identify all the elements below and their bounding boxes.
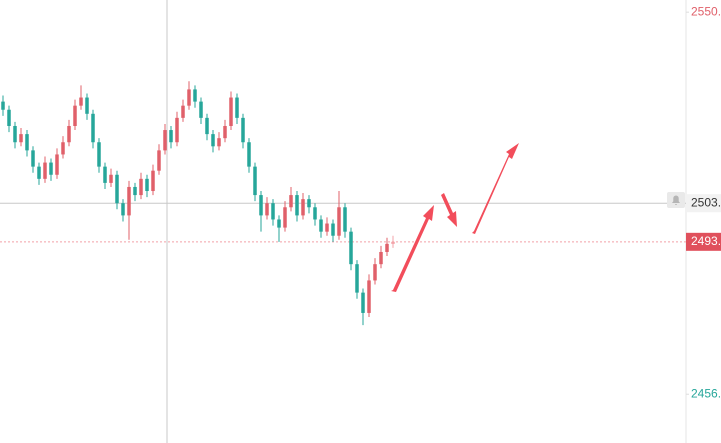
candle-body — [199, 101, 203, 118]
annotation-arrows — [391, 143, 519, 292]
candle-body — [361, 292, 365, 313]
candle-body — [319, 219, 323, 232]
candle-body — [187, 89, 191, 106]
candle-body — [157, 150, 161, 171]
candle-body — [355, 264, 359, 293]
candle-body — [7, 109, 11, 126]
candle-body — [49, 162, 53, 175]
candle-body — [169, 130, 173, 143]
candle-body — [271, 203, 275, 220]
candle-body — [61, 142, 65, 155]
candle-body — [19, 134, 23, 143]
crosshair-price-label: 2503. — [691, 195, 721, 209]
candle-body — [79, 97, 83, 106]
candle-body — [115, 174, 119, 204]
candle-body — [145, 178, 149, 192]
candle-body — [73, 105, 77, 126]
candle-body — [307, 199, 311, 208]
candle-body — [223, 125, 227, 139]
candle-body — [343, 207, 347, 232]
y-tick-label: 2456. — [691, 386, 721, 400]
candle-body — [235, 97, 239, 118]
candle-body — [301, 199, 305, 216]
candle-body — [163, 130, 167, 151]
candle-body — [367, 280, 371, 313]
last-price-label: 2493. — [691, 234, 721, 248]
bell-icon — [672, 195, 680, 205]
arrow — [472, 143, 519, 234]
candle-body — [337, 207, 341, 236]
candle-body — [349, 231, 353, 265]
plot — [0, 81, 686, 326]
candle-body — [283, 207, 287, 228]
candle-body — [121, 203, 125, 216]
last-price-box — [686, 232, 721, 251]
candle-body — [67, 125, 71, 143]
candle-body — [229, 97, 233, 126]
candle-body — [241, 117, 245, 143]
candle-body — [211, 134, 215, 147]
candle-body — [205, 117, 209, 135]
arrow — [441, 193, 457, 227]
candle-body — [277, 219, 281, 228]
candle-body — [139, 178, 143, 196]
candle-body — [109, 174, 113, 183]
candle-body — [43, 162, 47, 179]
candle-body — [31, 150, 35, 167]
candle-body — [37, 166, 41, 179]
candle-body — [133, 186, 137, 196]
candle-body — [265, 203, 269, 216]
candle-body — [385, 243, 389, 252]
candle-body — [13, 125, 17, 143]
candle-body — [97, 142, 101, 167]
candle-body — [331, 223, 335, 236]
crosshair-price-box — [686, 194, 721, 213]
y-tick-label: 2550. — [691, 4, 721, 18]
candle-body — [391, 241, 395, 244]
candle-body — [325, 223, 329, 232]
candle-body — [379, 251, 383, 265]
candle-body — [259, 195, 263, 216]
candle-body — [55, 154, 59, 175]
candle-body — [313, 207, 317, 220]
candle-body — [289, 195, 293, 208]
candle-body — [253, 166, 257, 196]
candle-body — [127, 186, 131, 216]
candle-body — [193, 89, 197, 102]
candle-body — [25, 134, 29, 151]
candle-body — [103, 166, 107, 183]
candle-body — [181, 105, 185, 118]
candle-body — [175, 117, 179, 143]
candle-body — [151, 170, 155, 192]
arrow — [391, 205, 434, 292]
candle-body — [217, 138, 221, 147]
candle-body — [85, 97, 89, 114]
candle-body — [91, 113, 95, 143]
candle-body — [295, 195, 299, 216]
candle-body — [247, 142, 251, 167]
candle-body — [1, 101, 5, 110]
candle-body — [373, 264, 377, 281]
